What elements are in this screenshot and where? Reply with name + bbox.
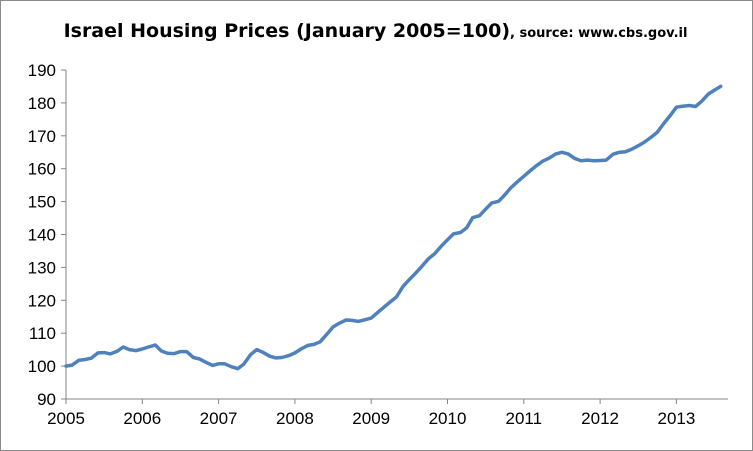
y-tick-label: 170 xyxy=(28,127,56,146)
chart-title-block: Israel Housing Prices (January 2005=100)… xyxy=(0,20,751,42)
x-tick-label: 2009 xyxy=(352,409,390,428)
x-tick-label: 2006 xyxy=(123,409,161,428)
y-tick-label: 90 xyxy=(37,390,56,409)
x-tick-label: 2008 xyxy=(276,409,314,428)
chart-subtitle: , source: www.cbs.gov.il xyxy=(510,26,688,41)
series-layer xyxy=(64,84,723,371)
y-tick-label: 180 xyxy=(28,94,56,113)
chart-title: Israel Housing Prices (January 2005=100) xyxy=(63,20,511,42)
y-tick-label: 160 xyxy=(28,160,56,179)
x-axis: 2005 2006 2007 2008 2009 2010 2011 2012 2013 xyxy=(47,399,695,428)
y-tick-label: 190 xyxy=(28,61,56,80)
x-tick-label: 2010 xyxy=(429,409,467,428)
y-tick-label: 100 xyxy=(28,357,56,376)
y-axis: 90 100 110 120 130 140 150 160 170 180 190 xyxy=(28,61,66,409)
x-tick-label: 2007 xyxy=(200,409,238,428)
x-tick-label: 2013 xyxy=(657,409,695,428)
y-tick-label: 120 xyxy=(28,291,56,310)
x-tick-label: 2012 xyxy=(581,409,619,428)
x-tick-label: 2005 xyxy=(47,409,85,428)
y-tick-label: 150 xyxy=(28,193,56,212)
series-line-housing-price-index xyxy=(64,84,723,371)
y-tick-label: 110 xyxy=(29,324,56,343)
y-tick-label: 130 xyxy=(28,258,56,277)
y-tick-label: 140 xyxy=(28,226,56,245)
x-tick-label: 2011 xyxy=(506,409,543,428)
